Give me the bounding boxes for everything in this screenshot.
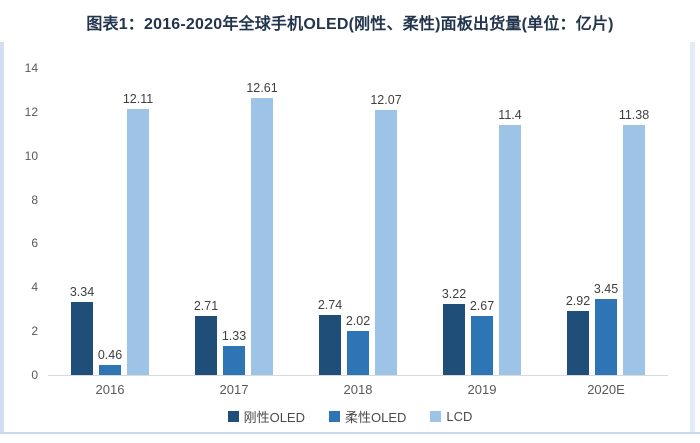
- bar-value-label: 12.61: [246, 81, 278, 96]
- bar-刚性OLED-2017: [195, 315, 217, 375]
- frame-border-bottom: [0, 432, 700, 434]
- x-axis-tick-label: 2018: [343, 382, 373, 397]
- frame-border-left: [0, 42, 4, 434]
- legend-label: 柔性OLED: [344, 410, 407, 425]
- bar-value-label: 1.33: [221, 328, 247, 343]
- bar-LCD-2016: [127, 109, 149, 375]
- x-axis-tick-label: 2016: [95, 382, 125, 397]
- bar-刚性OLED-2019: [443, 304, 465, 375]
- x-axis-tick-label: 2019: [467, 382, 497, 397]
- legend: 刚性OLED 柔性OLED LCD: [0, 407, 700, 426]
- bar-柔性OLED-2017: [223, 345, 245, 375]
- x-axis-line: [48, 375, 668, 376]
- y-axis-tick-label: 6: [31, 236, 38, 251]
- chart-title: 图表1：2016-2020年全球手机OLED(刚性、柔性)面板出货量(单位：亿片…: [86, 16, 614, 33]
- y-axis-tick-label: 8: [31, 192, 38, 207]
- legend-label: 刚性OLED: [243, 410, 305, 425]
- legend-swatch-icon: [328, 411, 340, 422]
- legend-swatch-icon: [227, 411, 239, 422]
- bar-value-label: 2.74: [317, 297, 343, 312]
- bar-value-label: 11.4: [498, 108, 522, 122]
- bar-LCD-2017: [251, 98, 273, 375]
- bar-value-label: 3.22: [441, 287, 467, 302]
- x-axis-tick-label: 2020E: [587, 382, 625, 397]
- y-axis-tick-label: 12: [24, 104, 38, 119]
- frame-border-right: [690, 42, 695, 434]
- legend-item-LCD: LCD: [430, 409, 472, 424]
- bar-value-label: 12.11: [122, 92, 154, 107]
- y-axis-tick-label: 4: [31, 280, 38, 295]
- y-axis-tick-label: 14: [24, 61, 38, 75]
- bar-value-label: 3.34: [69, 284, 95, 299]
- bar-value-label: 2.71: [193, 298, 219, 313]
- bar-刚性OLED-2018: [319, 314, 341, 375]
- bar-value-label: 2.92: [565, 293, 591, 308]
- bar-LCD-2018: [375, 110, 397, 375]
- bar-value-label: 12.07: [370, 93, 402, 108]
- legend-swatch-icon: [430, 411, 442, 422]
- bar-柔性OLED-2016: [99, 364, 121, 375]
- legend-item-刚性OLED: 刚性OLED: [227, 407, 305, 426]
- y-axis-tick-label: 10: [24, 148, 38, 163]
- y-axis-tick-label: 2: [31, 324, 38, 339]
- bar-LCD-2019: [499, 125, 521, 375]
- y-axis-tick-label: 0: [31, 368, 38, 382]
- x-axis-tick-label: 2017: [219, 382, 249, 397]
- bar-value-label: 11.38: [618, 108, 650, 123]
- bar-柔性OLED-2018: [347, 330, 369, 375]
- bar-LCD-2020E: [623, 125, 645, 375]
- legend-item-柔性OLED: 柔性OLED: [328, 407, 407, 426]
- bar-value-label: 0.46: [97, 347, 123, 362]
- bar-刚性OLED-2016: [71, 301, 93, 375]
- bar-value-label: 2.67: [469, 299, 495, 314]
- bar-柔性OLED-2020E: [595, 299, 617, 375]
- bar-柔性OLED-2019: [471, 316, 493, 375]
- bar-刚性OLED-2020E: [567, 310, 589, 375]
- legend-label: LCD: [446, 409, 473, 424]
- bar-value-label: 3.45: [593, 282, 619, 297]
- bar-value-label: 2.02: [345, 313, 371, 328]
